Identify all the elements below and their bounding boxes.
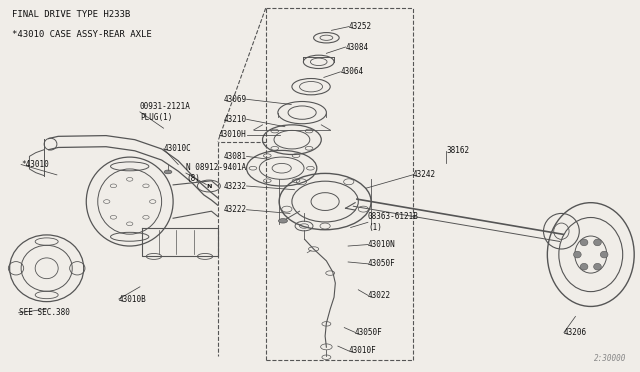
Text: FINAL DRIVE TYPE H233B: FINAL DRIVE TYPE H233B (12, 10, 131, 19)
Ellipse shape (594, 263, 602, 270)
Text: 43081: 43081 (223, 152, 246, 161)
Text: 43232: 43232 (223, 182, 246, 190)
Text: 2:30000: 2:30000 (594, 354, 627, 363)
Text: 43010N: 43010N (368, 240, 396, 249)
Text: 43252: 43252 (349, 22, 372, 31)
Text: 43064: 43064 (340, 67, 364, 76)
Ellipse shape (580, 239, 588, 246)
Ellipse shape (278, 219, 287, 223)
Text: *43010: *43010 (21, 160, 49, 169)
Text: 00931-2121A
PLUG(1): 00931-2121A PLUG(1) (140, 102, 191, 122)
Text: N: N (206, 183, 212, 189)
Text: 43084: 43084 (346, 42, 369, 51)
Text: 43010F: 43010F (349, 346, 376, 355)
Ellipse shape (580, 263, 588, 270)
Ellipse shape (600, 251, 608, 258)
Ellipse shape (573, 251, 581, 258)
Text: 43069: 43069 (223, 95, 246, 104)
Text: SEE SEC.380: SEE SEC.380 (19, 308, 70, 317)
Text: 43222: 43222 (223, 205, 246, 214)
Ellipse shape (594, 239, 602, 246)
Text: *43010 CASE ASSY-REAR AXLE: *43010 CASE ASSY-REAR AXLE (12, 31, 152, 39)
Text: 43050F: 43050F (355, 328, 383, 337)
Text: 43206: 43206 (564, 328, 587, 337)
Text: 43010C: 43010C (164, 144, 191, 153)
Text: 43242: 43242 (413, 170, 436, 179)
Text: 43022: 43022 (368, 291, 391, 300)
Ellipse shape (164, 170, 172, 174)
Text: 08363-6121B
(1): 08363-6121B (1) (368, 212, 419, 232)
Text: 38162: 38162 (447, 146, 470, 155)
Text: 43010B: 43010B (119, 295, 147, 304)
Text: 43050F: 43050F (368, 259, 396, 268)
Text: 43010H: 43010H (219, 130, 246, 140)
Text: 43210: 43210 (223, 115, 246, 124)
Text: N 08912-9401A
(8): N 08912-9401A (8) (186, 163, 246, 183)
